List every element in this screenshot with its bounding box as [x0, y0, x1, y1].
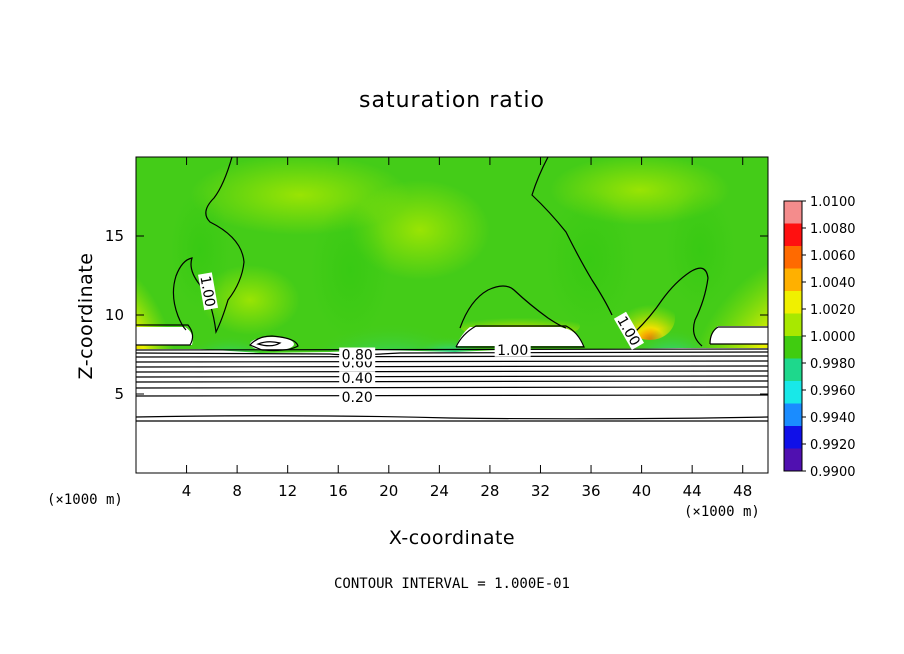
colorbar-label-7: 0.9960	[810, 384, 856, 399]
colorbar-label-1: 1.0080	[810, 222, 856, 237]
x-tick-label-1: 8	[232, 482, 242, 500]
x-tick-label-7: 32	[531, 482, 550, 500]
contour-label-bg-5	[198, 272, 219, 311]
colorbar-swatch-11	[784, 448, 802, 472]
contour-label-bg-6	[613, 311, 645, 350]
y-tick-label-2: 15	[105, 227, 124, 245]
colorbar-label-8: 0.9940	[810, 411, 856, 426]
colorbar-swatch-4	[784, 291, 802, 314]
colorbar-swatch-3	[784, 268, 802, 292]
contour-label-1: 0.40	[342, 371, 373, 387]
contour-label-0: 0.20	[342, 390, 373, 406]
colorbar-label-3: 1.0040	[810, 276, 856, 291]
colorbar-label-9: 0.9920	[810, 438, 856, 453]
x-axis-label: X-coordinate	[388, 527, 516, 549]
y-tick-label-1: 10	[105, 306, 124, 324]
x-tick-label-5: 24	[430, 482, 449, 500]
colorbar-swatch-9	[784, 403, 802, 427]
colorbar-swatch-2	[784, 246, 802, 269]
y-tick-label-0: 5	[114, 385, 124, 403]
chart-title: saturation ratio	[359, 88, 545, 113]
x-tick-label-0: 4	[182, 482, 192, 500]
x-tick-label-2: 12	[278, 482, 297, 500]
contour-label-bg-1	[339, 371, 376, 386]
x-tick-label-10: 44	[683, 482, 702, 500]
x-unit-label-right: (×1000 m)	[684, 504, 760, 520]
x-tick-label-6: 28	[480, 482, 499, 500]
colorbar-label-2: 1.0060	[810, 249, 856, 264]
colorbar-swatch-10	[784, 426, 802, 449]
colorbar-label-10: 0.9900	[810, 465, 856, 480]
colorbar-swatch-6	[784, 336, 802, 359]
colorbar-swatch-8	[784, 381, 802, 404]
contour-label-bg-4	[494, 342, 531, 357]
colorbar-label-6: 0.9980	[810, 357, 856, 372]
x-tick-label-3: 16	[329, 482, 348, 500]
x-unit-label-left: (×1000 m)	[47, 492, 123, 508]
x-tick-label-11: 48	[733, 482, 752, 500]
x-tick-label-8: 36	[581, 482, 600, 500]
contour-label-4: 1.00	[497, 343, 528, 359]
colorbar-label-5: 1.0000	[810, 330, 856, 345]
contour-interval-note: CONTOUR INTERVAL = 1.000E-01	[333, 576, 570, 592]
contour-label-bg-0	[339, 390, 376, 405]
colorbar-label-0: 1.0100	[810, 195, 856, 210]
colorbar-swatch-1	[784, 223, 802, 247]
saturation-field	[136, 157, 768, 473]
colorbar-swatch-5	[784, 313, 802, 337]
x-tick-label-4: 20	[379, 482, 398, 500]
colorbar-swatch-0	[784, 201, 802, 224]
contour-label-3: 0.80	[342, 348, 373, 364]
colorbar-swatch-7	[784, 358, 802, 382]
contour-label-bg-3	[339, 347, 376, 362]
colorbar-label-4: 1.0020	[810, 303, 856, 318]
x-tick-label-9: 40	[632, 482, 651, 500]
contour-label-5: 1.00	[196, 275, 217, 308]
